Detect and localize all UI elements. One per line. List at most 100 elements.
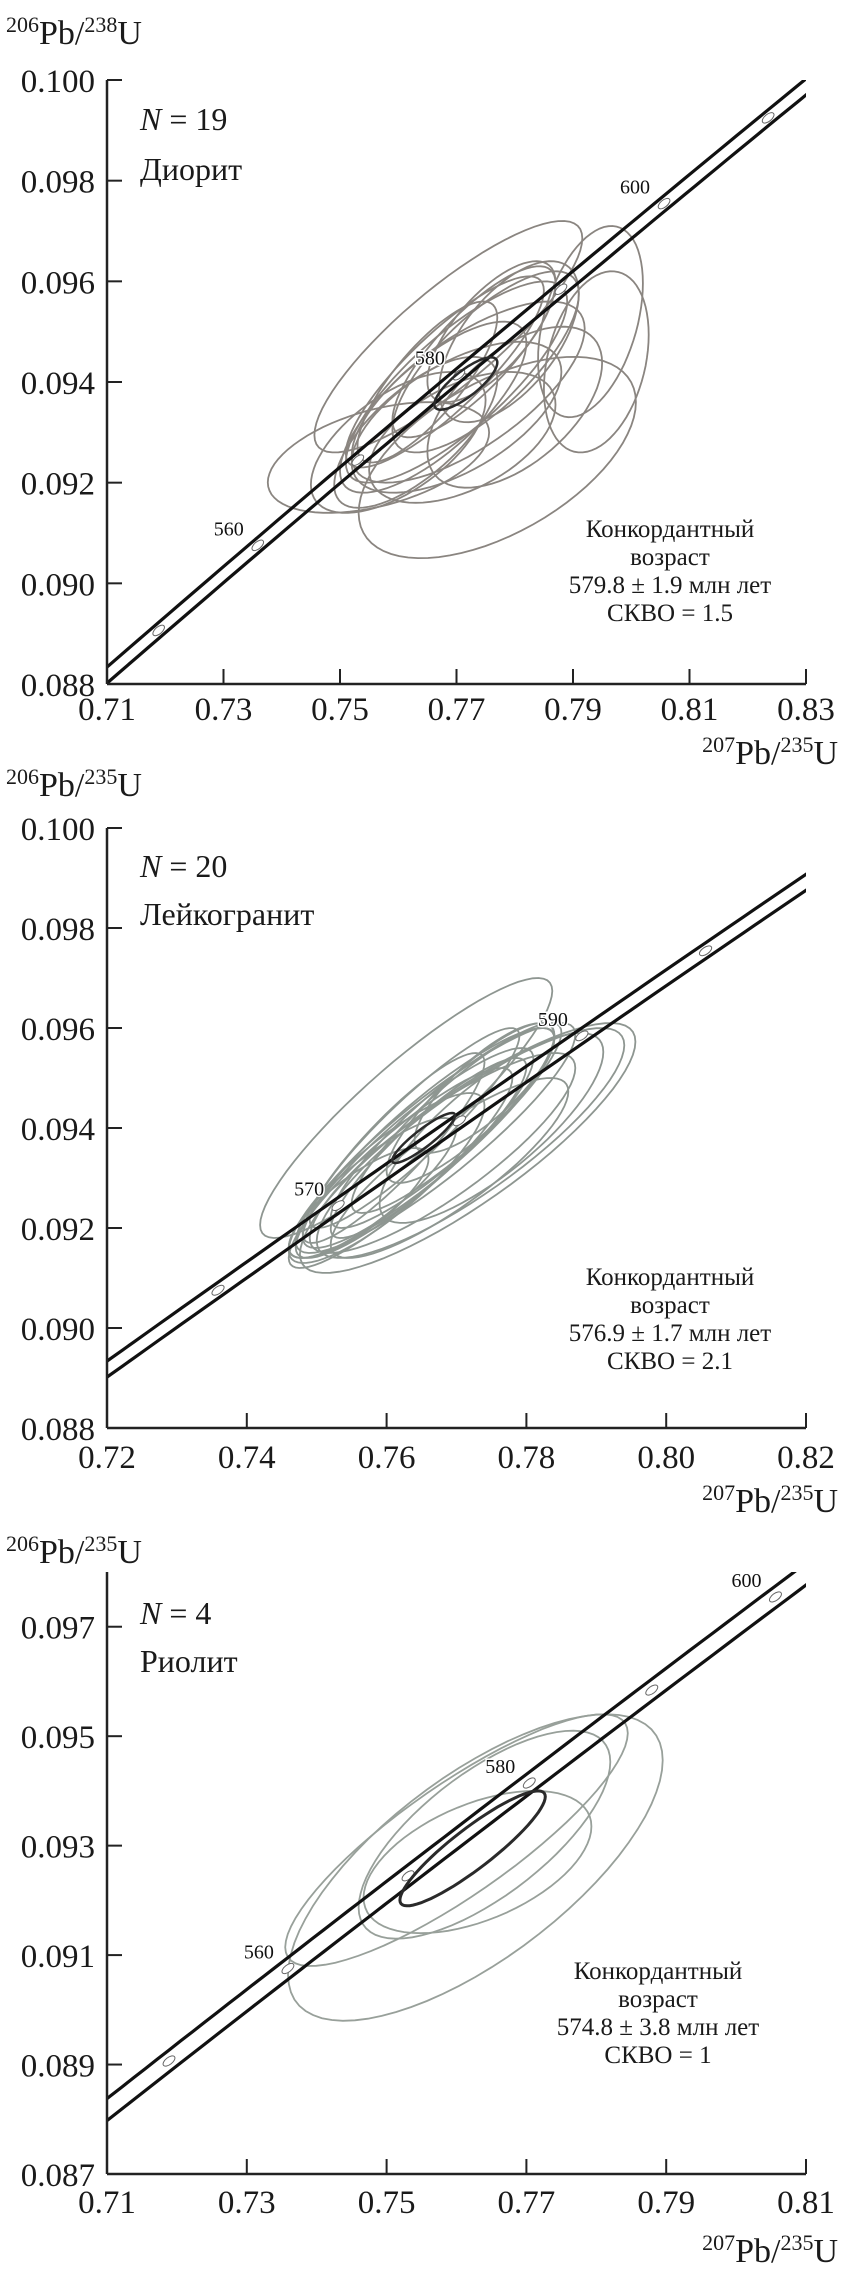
x-tick-label: 0.71 <box>78 692 136 728</box>
age-marker <box>761 112 775 124</box>
age-marker <box>91 1368 106 1382</box>
rock-type: Диорит <box>140 151 242 187</box>
plot-area <box>107 80 806 684</box>
x-tick-label: 0.79 <box>637 2185 695 2221</box>
concordant-age-text: Конкордантный <box>574 1958 743 1985</box>
mass-number: 206 <box>6 764 39 789</box>
concordant-age-text: 579.8 ± 1.9 млн лет <box>569 572 771 599</box>
x-axis-title: 207Pb/235U <box>702 1480 838 1520</box>
age-label-560: 560 <box>214 518 244 540</box>
concordia-lower-line <box>107 92 806 684</box>
concordia-upper-line <box>107 80 806 670</box>
x-tick-label: 0.74 <box>218 1440 276 1476</box>
y-tick-label: 0.091 <box>21 1939 95 1975</box>
x-tick-label: 0.72 <box>78 1440 136 1476</box>
concordia-chart-1: 560 580 600 0.088 0.090 0.092 0.094 0.096 0.098 0… <box>6 12 838 772</box>
error-ellipse <box>313 220 584 454</box>
age-marker <box>281 1962 295 1975</box>
x-tick-label: 0.83 <box>777 692 835 728</box>
concordant-age-text: Конкордантный <box>586 1264 755 1291</box>
mass-number: 235 <box>780 2230 813 2255</box>
y-tick-label: 0.089 <box>21 2049 95 2085</box>
y-axis-title: 206Pb/238U <box>6 12 142 52</box>
element-symbol: Pb <box>735 1483 771 1520</box>
mass-number: 235 <box>84 1531 117 1556</box>
age-marker <box>645 1684 659 1696</box>
error-ellipse <box>537 225 644 419</box>
y-tick-label: 0.096 <box>21 1012 95 1048</box>
x-tick-label: 0.73 <box>195 692 253 728</box>
element-symbol: Pb <box>735 2233 771 2270</box>
error-ellipse <box>287 1713 664 2022</box>
age-marker <box>698 945 713 957</box>
age-label-600: 600 <box>731 1570 761 1592</box>
concordant-age-text: 574.8 ± 3.8 млн лет <box>557 2014 759 2041</box>
x-tick-label: 0.81 <box>777 2185 835 2221</box>
age-marker <box>522 1777 536 1789</box>
concordia-age-ellipse <box>390 1111 457 1165</box>
age-marker <box>211 1284 225 1296</box>
age-marker <box>768 1591 782 1603</box>
concordia-chart-3: 560 580 600 0.087 0.089 0.091 0.093 0.095 0.097 0… <box>6 1531 838 2270</box>
y-tick-label: 0.093 <box>21 1830 95 1866</box>
x-tick-label: 0.77 <box>428 692 486 728</box>
age-marker <box>162 2055 176 2067</box>
y-tick-label: 0.098 <box>21 912 95 948</box>
concordia-upper-line <box>107 872 806 1364</box>
element-symbol: Pb <box>39 767 75 804</box>
element-symbol: / <box>75 767 85 804</box>
concordant-age-text: СКВО = 1.5 <box>607 600 733 627</box>
x-tick-label: 0.75 <box>358 2185 416 2221</box>
x-tick-label: 0.78 <box>498 1440 556 1476</box>
element-symbol: U <box>813 735 838 772</box>
error-ellipse <box>309 371 487 514</box>
y-tick-label: 0.088 <box>21 668 95 704</box>
error-ellipse <box>368 370 557 504</box>
n-symbol: N <box>139 848 163 884</box>
age-label-590: 590 <box>538 1009 568 1031</box>
n-value: = 4 <box>161 1595 211 1631</box>
error-ellipse <box>333 355 499 509</box>
concordia-chart-2: 570 590 0.088 0.090 0.092 0.094 0.096 0.098 0.10… <box>6 764 838 1520</box>
age-label-580: 580 <box>415 348 445 370</box>
y-tick-label: 0.097 <box>21 1611 95 1647</box>
x-tick-label: 0.75 <box>311 692 369 728</box>
concordant-age-text: возраст <box>630 1292 710 1319</box>
error-ellipse <box>357 1729 612 1940</box>
element-symbol: / <box>771 735 781 772</box>
y-tick-label: 0.095 <box>21 1720 95 1756</box>
y-tick-label: 0.100 <box>21 64 95 100</box>
mass-number: 235 <box>780 1480 813 1505</box>
concordant-age-text: 576.9 ± 1.7 млн лет <box>569 1320 771 1347</box>
x-tick-label: 0.73 <box>218 2185 276 2221</box>
age-label-600: 600 <box>620 177 650 199</box>
x-axis-title: 207Pb/235U <box>702 2230 838 2270</box>
error-ellipse <box>329 1057 528 1239</box>
n-symbol: N <box>139 101 163 137</box>
y-tick-label: 0.100 <box>21 812 95 848</box>
age-marker <box>331 1200 345 1212</box>
error-ellipse <box>356 300 499 464</box>
element-symbol: Pb <box>39 1534 75 1571</box>
error-ellipse <box>426 260 557 404</box>
age-marker <box>152 624 165 637</box>
mass-number: 235 <box>780 732 813 757</box>
element-symbol: U <box>117 15 142 52</box>
age-marker <box>251 539 265 552</box>
error-ellipse <box>315 1027 626 1259</box>
x-axis-title: 207Pb/235U <box>702 732 838 772</box>
error-ellipse <box>542 270 650 454</box>
y-axis-title: 206Pb/235U <box>6 1531 142 1571</box>
error-ellipse <box>284 1713 629 1967</box>
x-tick-label: 0.80 <box>637 1440 695 1476</box>
x-tick-label: 0.77 <box>498 2185 556 2221</box>
y-tick-label: 0.090 <box>21 567 95 603</box>
concordant-age-text: Конкордантный <box>586 516 755 543</box>
element-symbol: / <box>75 1534 85 1571</box>
element-symbol: Pb <box>735 735 771 772</box>
concordant-age-text: возраст <box>618 1986 698 2013</box>
sample-count: N = 20 <box>139 848 227 884</box>
concordia-lower-line <box>107 1583 806 2123</box>
error-ellipse <box>413 1022 556 1154</box>
